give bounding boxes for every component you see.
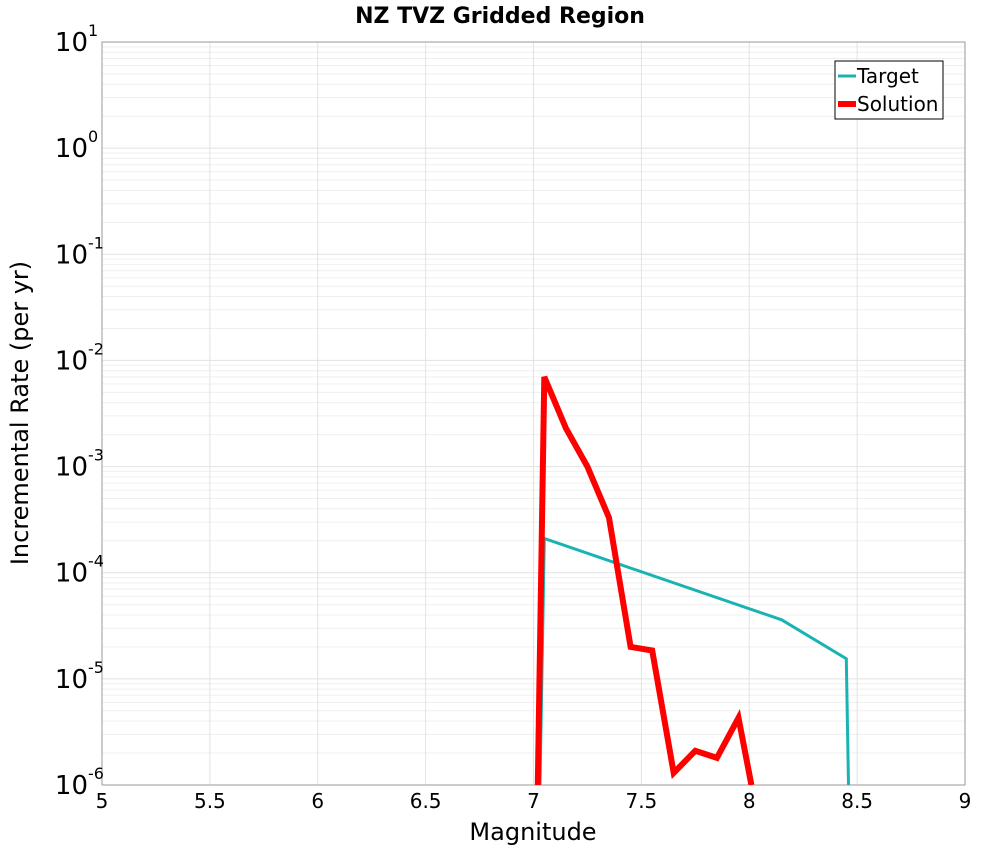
plot-frame (101, 41, 966, 786)
y-tick-label: 10 -4 (55, 552, 104, 589)
y-tick-exponent: -4 (88, 552, 104, 571)
grid (101, 41, 966, 786)
x-tick-label: 6.5 (410, 789, 442, 813)
legend-box (834, 60, 944, 120)
y-tick-base: 10 (55, 665, 88, 695)
y-tick-label: 10 0 (55, 127, 98, 164)
y-tick-base: 10 (55, 346, 88, 376)
y-tick-base: 10 (55, 134, 88, 164)
x-tick-label: 7 (527, 789, 540, 813)
x-axis-title: Magnitude (469, 818, 596, 846)
x-tick-label: 6 (311, 789, 324, 813)
chart-title: NZ TVZ Gridded Region (355, 4, 645, 29)
y-axis-title: Incremental Rate (per yr) (6, 261, 34, 565)
y-tick-label: 10 -3 (55, 446, 104, 483)
x-tick-label: 9 (959, 789, 972, 813)
series-line-solution (534, 375, 755, 785)
x-tick-label: 7.5 (625, 789, 657, 813)
legend-label-target: Target (856, 64, 919, 88)
legend-label-solution: Solution (857, 92, 938, 116)
y-tick-base: 10 (55, 240, 88, 270)
y-tick-base: 10 (55, 28, 88, 58)
y-tick-label: 10 -6 (55, 764, 104, 801)
y-tick-exponent: -2 (88, 339, 104, 358)
legend: Target Solution (834, 60, 944, 120)
series-group (534, 375, 850, 785)
y-tick-label: 10 -5 (55, 658, 104, 695)
y-tick-label: 10 -2 (55, 339, 104, 376)
y-tick-exponent: -6 (88, 764, 104, 783)
y-tick-exponent: -5 (88, 658, 104, 677)
y-tick-exponent: 1 (88, 21, 98, 40)
y-tick-label: 10 -1 (55, 233, 104, 270)
x-tick-label: 8.5 (841, 789, 873, 813)
y-tick-exponent: -3 (88, 446, 104, 465)
x-tick-labels: 5 5.5 6 6.5 7 7.5 8 8.5 9 (96, 789, 972, 813)
y-tick-base: 10 (55, 559, 88, 589)
y-tick-label: 10 1 (55, 21, 98, 58)
y-tick-base: 10 (55, 453, 88, 483)
y-tick-base: 10 (55, 771, 88, 801)
y-tick-exponent: -1 (88, 233, 104, 252)
x-tick-label: 8 (743, 789, 756, 813)
x-tick-label: 5 (96, 789, 109, 813)
x-tick-label: 5.5 (194, 789, 226, 813)
y-tick-exponent: 0 (88, 127, 98, 146)
